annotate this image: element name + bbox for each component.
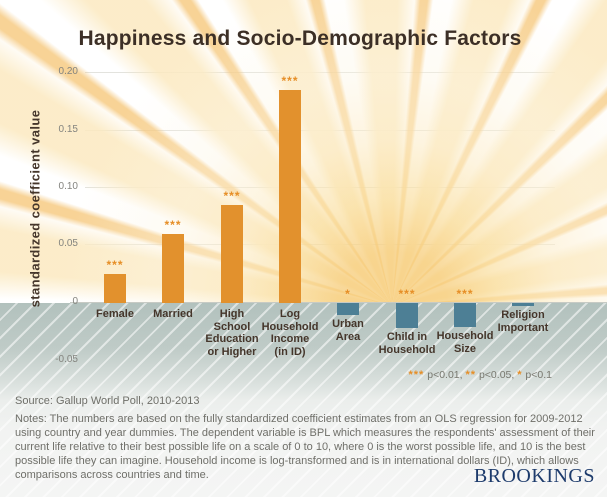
y-tick-010: 0.10 — [58, 181, 78, 192]
bar-child-in-household — [396, 303, 418, 328]
y-tick-neg005: -0.05 — [55, 354, 78, 365]
significance-stars: *** — [223, 189, 241, 203]
significance-stars: *** — [164, 218, 182, 232]
legend-p005: p<0.05, — [476, 369, 518, 381]
bar-urban-area — [337, 303, 359, 315]
bar-log-household-income-in-id- — [279, 90, 301, 303]
significance-stars: *** — [281, 74, 299, 88]
chart-title: Happiness and Socio-Demographic Factors — [78, 27, 522, 50]
y-tick-015: 0.15 — [58, 124, 78, 135]
x-axis-label: Child in Household — [378, 331, 436, 356]
bar-high-school-education-or-higher — [221, 205, 243, 303]
y-tick-0: 0 — [72, 296, 78, 307]
ground-background — [0, 303, 607, 497]
bar-married — [162, 234, 184, 303]
x-axis-label: Married — [153, 308, 193, 320]
legend-two-stars: ** — [465, 369, 477, 381]
x-axis-label: Household Size — [436, 330, 494, 355]
x-axis-label: Urban Area — [332, 318, 364, 343]
significance-stars: *** — [398, 287, 416, 301]
legend-p01: p<0.1 — [522, 369, 552, 381]
legend-one-star: * — [517, 369, 523, 381]
significance-stars: *** — [456, 287, 474, 301]
legend-p001: p<0.01, — [424, 369, 466, 381]
significance-stars: * — [345, 287, 351, 301]
legend-three-stars: *** — [408, 369, 425, 381]
bar-female — [104, 274, 126, 303]
y-tick-020: 0.20 — [58, 66, 78, 77]
significance-stars: *** — [106, 258, 124, 272]
x-axis-label: High School Education or Higher — [205, 308, 259, 358]
x-axis-label: Religion Important — [497, 309, 549, 334]
sunburst-rays-graphic — [0, 0, 607, 303]
x-axis-label: Female — [96, 308, 134, 320]
significance-legend: *** p<0.01, ** p<0.05, * p<0.1 — [408, 369, 552, 381]
source-text: Source: Gallup World Poll, 2010-2013 — [15, 395, 200, 407]
bar-religion-important — [512, 303, 534, 306]
bar-household-size — [454, 303, 476, 327]
y-tick-005: 0.05 — [58, 238, 78, 249]
notes-text: Notes: The numbers are based on the full… — [15, 413, 595, 481]
x-axis-line — [70, 302, 607, 303]
brookings-logo: BROOKINGS — [473, 465, 595, 487]
x-axis-label: Log Household Income (in ID) — [261, 308, 319, 358]
sky-background — [0, 0, 607, 303]
